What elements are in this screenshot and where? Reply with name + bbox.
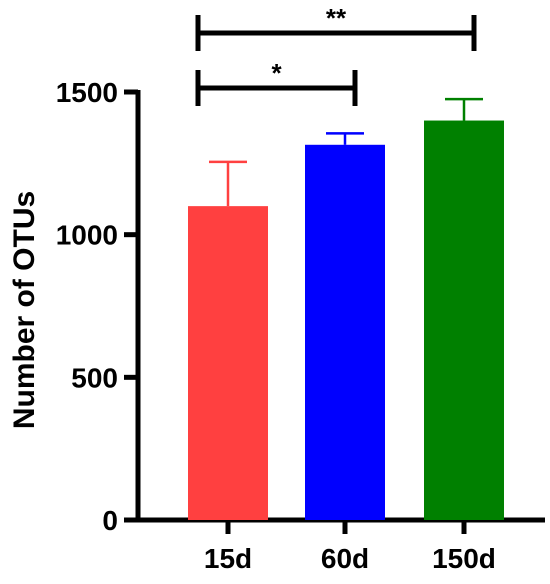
significance-bracket: * xyxy=(195,58,358,106)
x-tick-label-60d: 60d xyxy=(321,543,369,574)
x-tick-label-150d: 150d xyxy=(432,543,496,574)
significance-label: ** xyxy=(326,3,347,33)
x-tick-label-15d: 15d xyxy=(204,543,252,574)
significance-label: * xyxy=(271,58,282,88)
y-tick-label: 1000 xyxy=(56,220,118,251)
y-axis-title: Number of OTUs xyxy=(8,191,41,429)
x-axis: 15d 60d 150d xyxy=(135,517,545,574)
y-tick-label: 500 xyxy=(71,362,118,393)
y-tick-label: 0 xyxy=(102,505,118,536)
bar-150d xyxy=(424,120,504,521)
y-tick-label: 1500 xyxy=(56,77,118,108)
significance-brackets: *** xyxy=(195,3,477,106)
error-bars xyxy=(209,97,483,207)
bar-60d xyxy=(305,144,385,520)
y-axis: 0 500 1000 1500 xyxy=(56,77,141,536)
bar-15d xyxy=(188,206,268,520)
significance-bracket: ** xyxy=(195,3,477,51)
bars xyxy=(188,120,504,521)
